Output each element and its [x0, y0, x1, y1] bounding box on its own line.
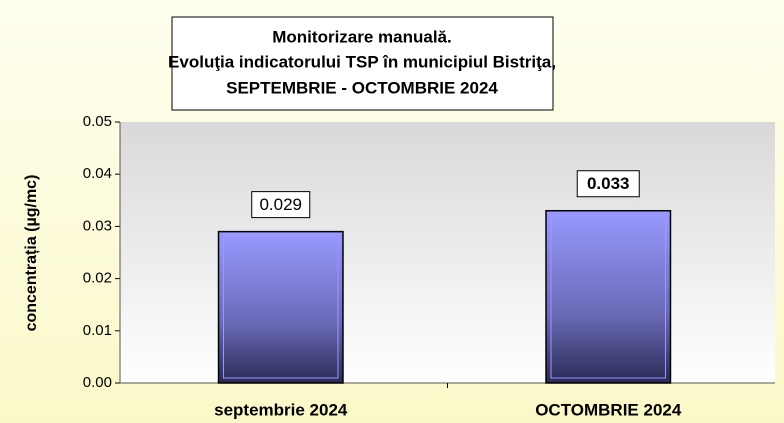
data-label-box — [576, 170, 640, 198]
chart-title: Evoluţia indicatorului TSP în municipiul… — [168, 52, 556, 71]
y-axis-label: concentrația (µg/mc) — [23, 175, 40, 332]
data-label-box — [251, 191, 311, 219]
bar-bevel — [550, 215, 666, 379]
y-tick-label: 0.05 — [83, 113, 112, 130]
y-tick-label: 0.04 — [83, 165, 112, 182]
y-tick-label: 0.01 — [83, 322, 112, 339]
data-label: 0.029 — [259, 195, 302, 214]
data-label: 0.033 — [587, 174, 630, 193]
bar-bevel — [223, 236, 339, 379]
y-tick-label: 0.00 — [83, 374, 112, 391]
title-box — [171, 16, 554, 111]
chart-title: Monitorizare manuală. — [272, 27, 451, 46]
x-tick-label: OCTOMBRIE 2024 — [535, 400, 682, 419]
x-tick-label: septembrie 2024 — [214, 400, 348, 419]
y-tick-label: 0.02 — [83, 270, 112, 287]
chart-title: SEPTEMBRIE - OCTOMBRIE 2024 — [226, 78, 498, 97]
bar — [217, 230, 344, 384]
bar — [545, 209, 672, 384]
y-tick-label: 0.03 — [83, 217, 112, 234]
